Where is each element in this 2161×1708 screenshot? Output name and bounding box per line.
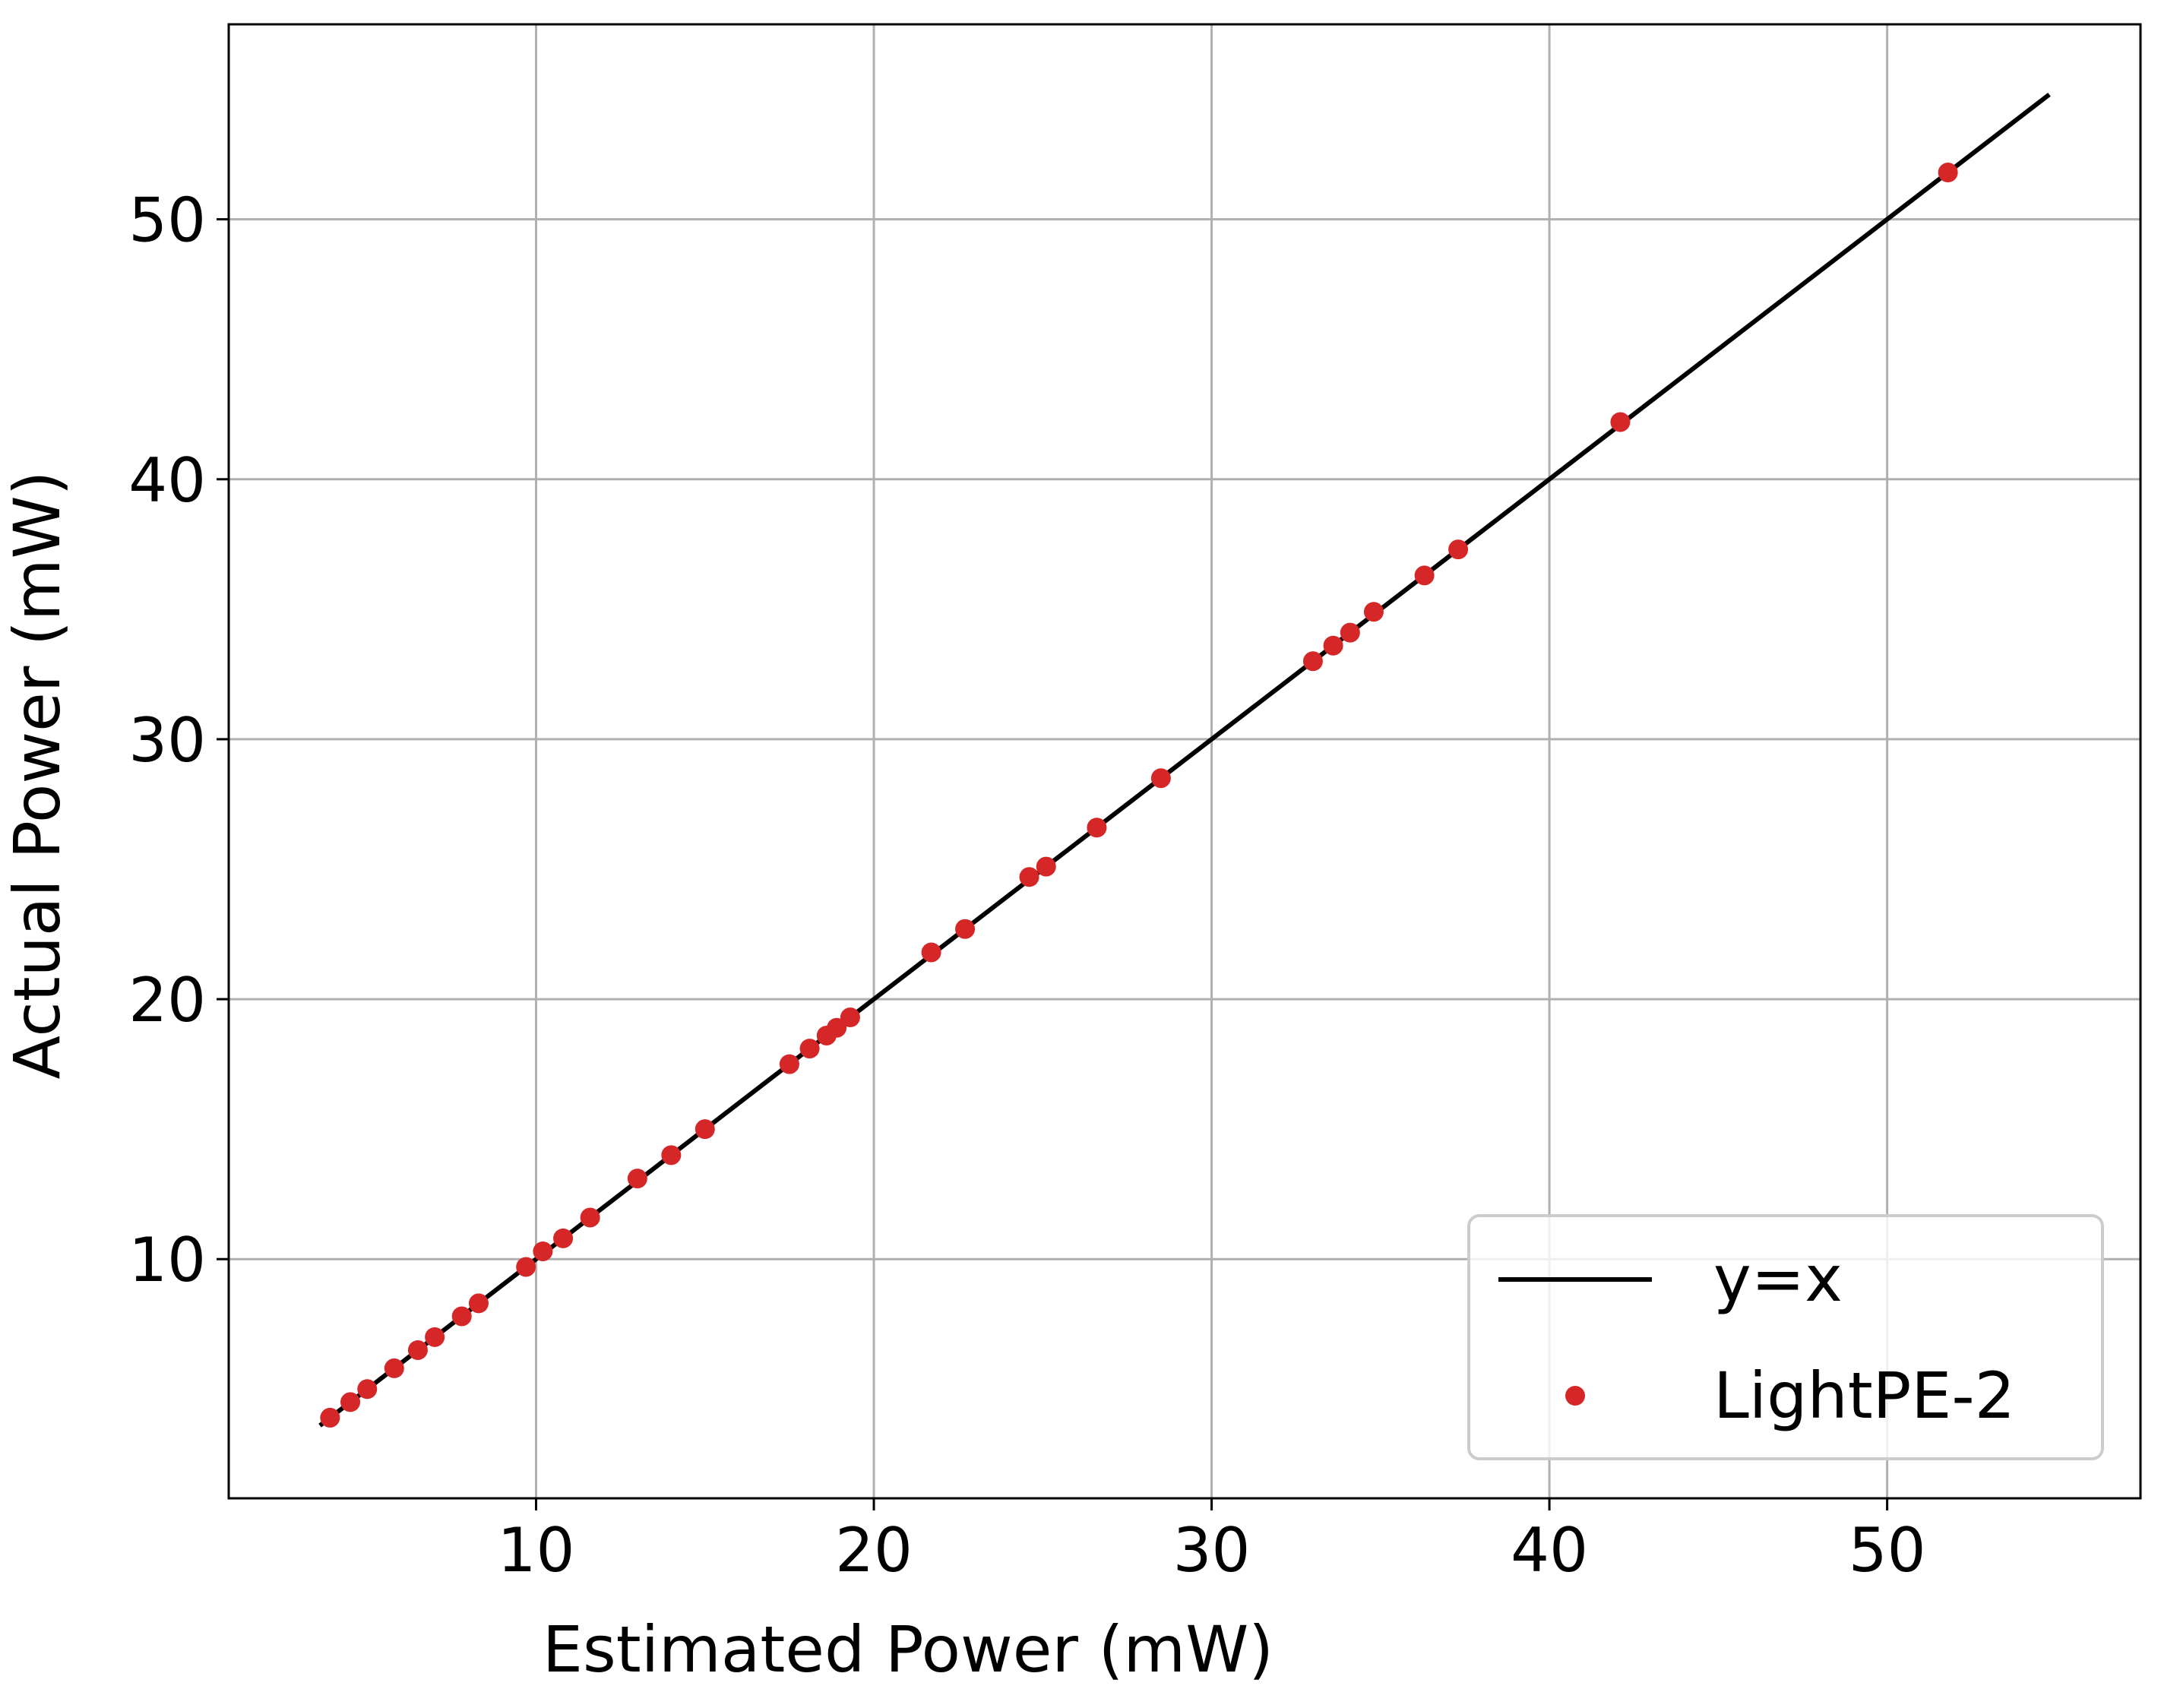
data-point [661, 1145, 682, 1166]
x-tick-label: 30 [1173, 1515, 1251, 1586]
legend-box [1467, 1214, 2104, 1460]
data-point [1610, 412, 1631, 432]
data-point [694, 1119, 715, 1140]
data-point [1938, 163, 1958, 183]
data-point [1414, 565, 1435, 586]
legend-label-line: y=x [1713, 1241, 1843, 1316]
data-point [1363, 602, 1384, 622]
data-point [1087, 818, 1107, 838]
data-point [1448, 539, 1469, 560]
data-point [627, 1169, 647, 1189]
legend: y=x LightPE-2 [1467, 1214, 2104, 1460]
data-point [451, 1306, 472, 1327]
data-point [1302, 651, 1323, 672]
plot-frame [227, 23, 2142, 1500]
grid [229, 24, 2140, 1498]
x-axis-label: Estimated Power (mW) [543, 1612, 1274, 1687]
data-point [340, 1392, 361, 1412]
data-point [320, 1407, 340, 1428]
data-point [921, 942, 941, 963]
data-point [1036, 856, 1056, 877]
y-axis-label: Actual Power (mW) [0, 471, 74, 1080]
y-tick-label: 40 [128, 445, 206, 516]
data-point [580, 1207, 600, 1228]
x-tick-label: 40 [1511, 1515, 1588, 1586]
data-point [1019, 867, 1039, 887]
data-point [827, 1017, 847, 1038]
data-point [840, 1007, 860, 1028]
x-tick-label: 50 [1849, 1515, 1926, 1586]
data-point [1340, 622, 1360, 643]
data-point [468, 1293, 489, 1314]
data-point [955, 919, 976, 939]
data-point [1150, 768, 1171, 789]
axes [217, 23, 2142, 1510]
reference-line-y-equals-x [318, 93, 2051, 1428]
legend-label-scatter: LightPE-2 [1713, 1358, 2015, 1433]
y-tick-label: 30 [128, 705, 206, 776]
data-point [357, 1379, 378, 1400]
tick-labels: 10 20 30 40 50 10 20 30 40 50 [128, 185, 1925, 1586]
data-point [384, 1358, 404, 1378]
x-tick-label: 10 [498, 1515, 575, 1586]
scatter-points [320, 163, 1958, 1428]
x-tick-label: 20 [835, 1515, 913, 1586]
data-point [779, 1054, 799, 1074]
data-point [553, 1228, 574, 1248]
y-tick-label: 20 [128, 965, 206, 1036]
data-point [1323, 635, 1343, 656]
legend-point-swatch [1565, 1386, 1585, 1406]
reference-line-layer [318, 93, 2051, 1428]
data-point [407, 1340, 428, 1360]
data-point [516, 1257, 536, 1277]
y-tick-label: 50 [128, 185, 206, 256]
data-point [799, 1039, 820, 1059]
data-point [533, 1241, 553, 1261]
y-tick-label: 10 [128, 1225, 206, 1295]
data-point [425, 1327, 445, 1347]
